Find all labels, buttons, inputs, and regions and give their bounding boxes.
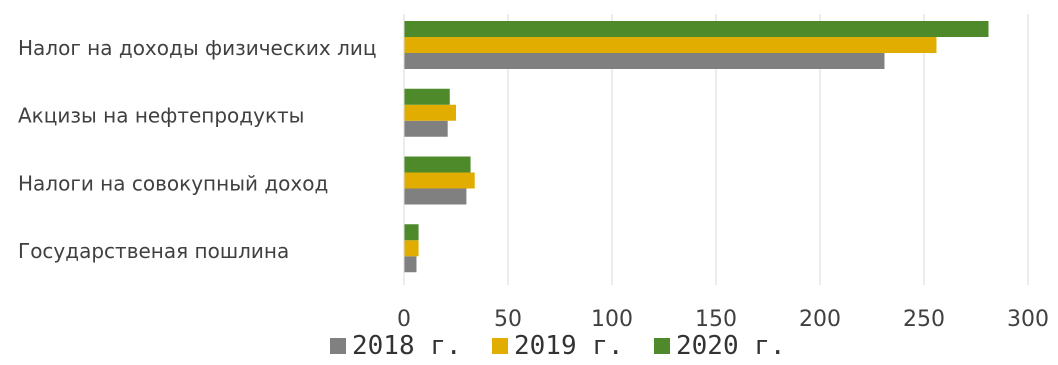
x-tick-label-0: 0 bbox=[397, 307, 411, 332]
bar-2-2020 bbox=[404, 88, 450, 105]
x-tick-labels: 0 50 100 150 200 250 300 bbox=[397, 307, 1049, 332]
category-label-1: Налог на доходы физических лиц bbox=[18, 36, 377, 60]
legend-label-2019: 2019 г. bbox=[514, 331, 624, 361]
legend-swatch-2019 bbox=[492, 338, 508, 354]
x-tick-label-300: 300 bbox=[1007, 307, 1049, 332]
bar-2-2019 bbox=[404, 104, 456, 121]
x-tick-label-150: 150 bbox=[695, 307, 737, 332]
legend-swatch-2020 bbox=[654, 338, 670, 354]
x-tick-label-50: 50 bbox=[494, 307, 522, 332]
bar-3-2020 bbox=[404, 156, 471, 173]
x-tick-label-200: 200 bbox=[799, 307, 841, 332]
bar-4-2020 bbox=[404, 224, 419, 241]
category-label-2: Акцизы на нефтепродукты bbox=[18, 104, 304, 128]
bar-1-2019 bbox=[404, 37, 937, 53]
bar-4-2018 bbox=[404, 256, 417, 273]
bar-2-2018 bbox=[404, 120, 448, 137]
bar-4-2019 bbox=[404, 240, 419, 257]
legend: 2018 г. 2019 г. 2020 г. bbox=[330, 331, 786, 361]
bar-3-2019 bbox=[404, 172, 475, 189]
x-tick-label-250: 250 bbox=[903, 307, 945, 332]
x-tick-label-100: 100 bbox=[591, 307, 633, 332]
category-label-4: Государственая пошлина bbox=[18, 239, 289, 263]
bar-1-2020 bbox=[404, 21, 989, 37]
bar-1-2018 bbox=[404, 53, 885, 69]
category-label-3: Налоги на совокупный доход bbox=[18, 171, 328, 195]
bar-3-2018 bbox=[404, 188, 467, 205]
bars bbox=[404, 21, 989, 273]
legend-swatch-2018 bbox=[330, 338, 346, 354]
category-labels: Налог на доходы физических лиц Акцизы на … bbox=[18, 36, 377, 263]
legend-label-2018: 2018 г. bbox=[352, 331, 462, 361]
legend-label-2020: 2020 г. bbox=[676, 331, 786, 361]
